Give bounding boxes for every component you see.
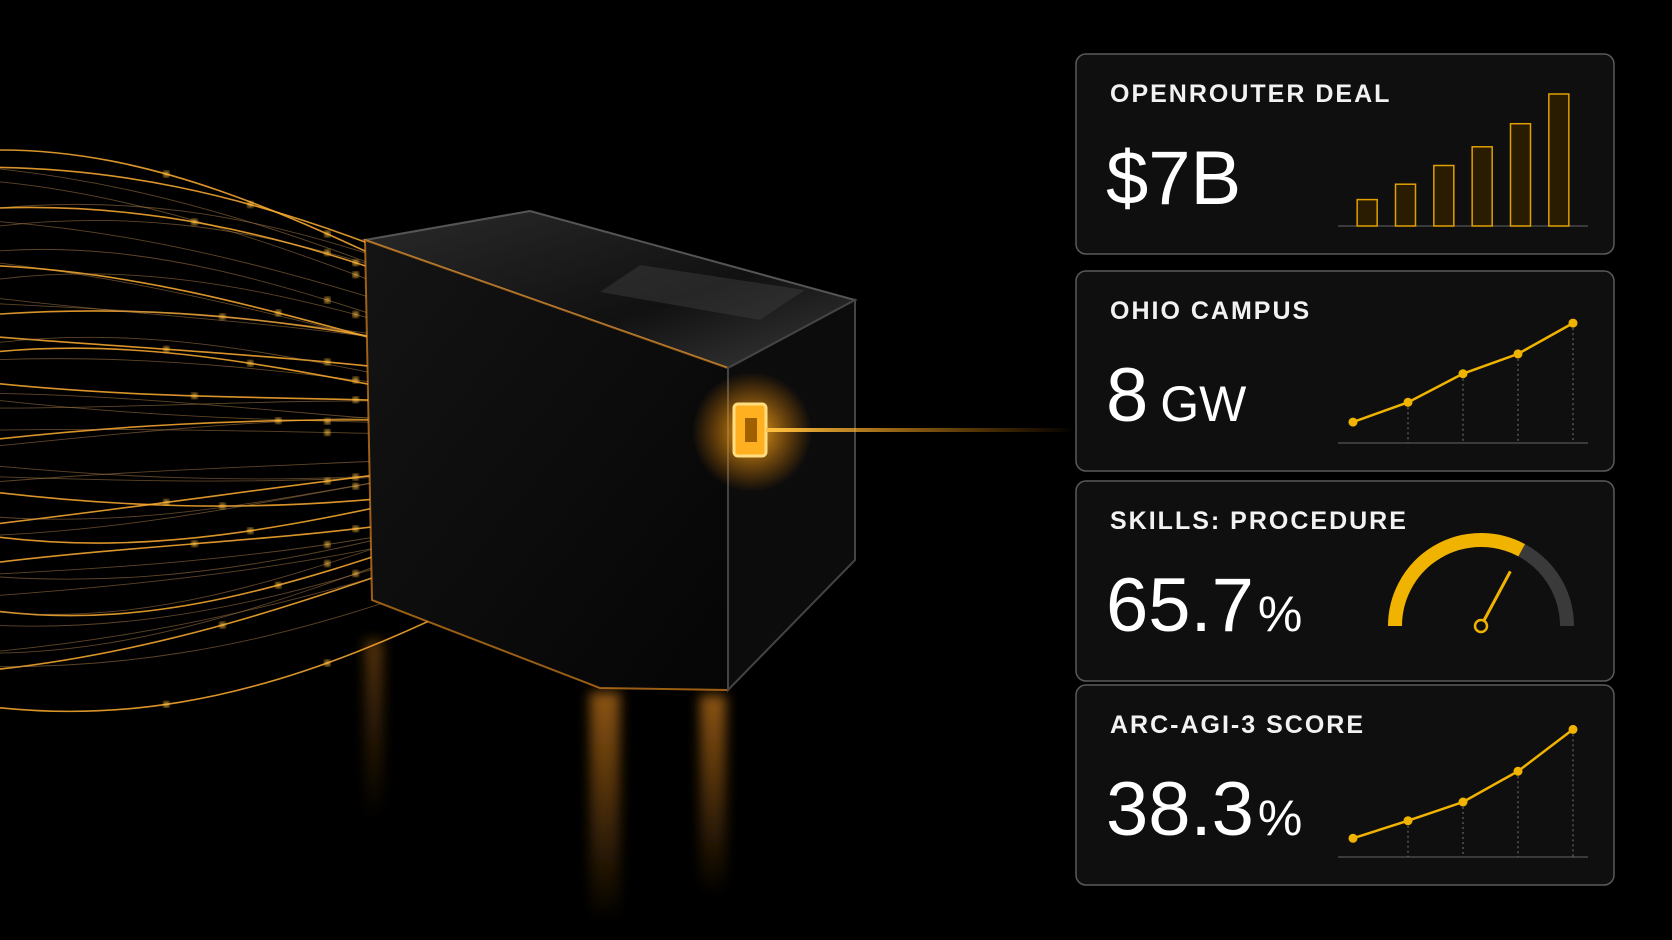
fiber-spark [352,311,359,318]
fiber-spark [163,701,170,708]
value-unit: % [1258,790,1302,846]
card-label: ARC-AGI-3 SCORE [1110,711,1365,739]
card-label: OPENROUTER DEAL [1110,80,1391,108]
metric-card: OHIO CAMPUS 8 GW [1075,270,1615,472]
fiber-spark [352,570,359,577]
fiber-spark [352,396,359,403]
reflection [365,640,726,922]
fiber-spark [352,271,359,278]
spark-bar [1356,198,1378,227]
spark-bar [1433,164,1455,227]
gauge-fill [1388,533,1526,627]
card-value: 8 GW [1106,353,1247,438]
spark-bar [1394,183,1417,227]
fiber-spark [324,230,331,237]
fiber-spark [163,171,170,178]
cube-side [727,298,856,693]
metric-card: SKILLS: PROCEDURE 65.7% [1075,480,1615,682]
metric-card: OPENROUTER DEAL $7B [1075,53,1615,255]
spark-point [1568,318,1578,328]
cube [361,209,1076,693]
fiber-spark [352,483,359,490]
fiber-spark [191,219,198,226]
value-unit: GW [1160,376,1247,432]
card-value: $7B [1106,136,1241,221]
value-number: 8 [1106,353,1148,438]
spark-point [1458,369,1468,379]
card-value: 65.7% [1106,563,1302,648]
spark-point [1403,397,1413,407]
value-number: 38.3 [1106,767,1254,852]
cards: OPENROUTER DEAL $7B OHIO CAMPUS 8 GW SKILLS: … [1075,53,1615,886]
port-inner [745,418,757,442]
spark-point [1568,724,1578,734]
spark-point [1458,797,1468,807]
cube-highlight [600,265,805,320]
fiber-spark [324,429,331,436]
gauge-hub [1473,618,1489,634]
fiber-spark [324,659,331,666]
fiber-spark [219,313,226,320]
gauge-track [1518,544,1574,627]
spark-point [1348,417,1358,427]
spark-point [1513,766,1523,776]
fiber-spark [324,297,331,304]
spark-bar [1509,122,1532,227]
fiber-spark [191,392,198,399]
fiber-spark [275,309,282,316]
metric-card: ARC-AGI-3 SCORE 38.3% [1075,684,1615,886]
spark-point [1403,816,1413,826]
fiber-spark [324,560,331,567]
spark-bar [1471,146,1493,227]
fiber-spark [219,503,226,510]
card-background [1075,270,1615,472]
spark-point [1513,349,1523,359]
card-label: OHIO CAMPUS [1110,297,1311,325]
fiber-spark [219,622,226,629]
spark-bar [1548,93,1570,227]
fiber-spark [191,540,198,547]
card-value: 38.3% [1106,767,1302,852]
fiber-spark [275,417,282,424]
fiber-spark [247,527,254,534]
gauge-needle [1479,570,1512,627]
value-number: $7B [1106,136,1241,221]
card-background [1075,684,1615,886]
spark-point [1348,833,1358,843]
fiber-spark [163,499,170,506]
fiber-spark [247,201,254,208]
value-number: 65.7 [1106,563,1254,648]
fiber-spark [352,259,359,266]
fiber-spark [324,478,331,485]
beam [766,428,1076,432]
value-unit: % [1258,586,1302,642]
cube-front [363,238,729,692]
card-label: SKILLS: PROCEDURE [1110,507,1408,535]
fiber-spark [163,346,170,353]
fiber-spark [247,360,254,367]
fiber-spark [352,525,359,532]
fiber-spark [324,541,331,548]
fiber-spark [275,582,282,589]
